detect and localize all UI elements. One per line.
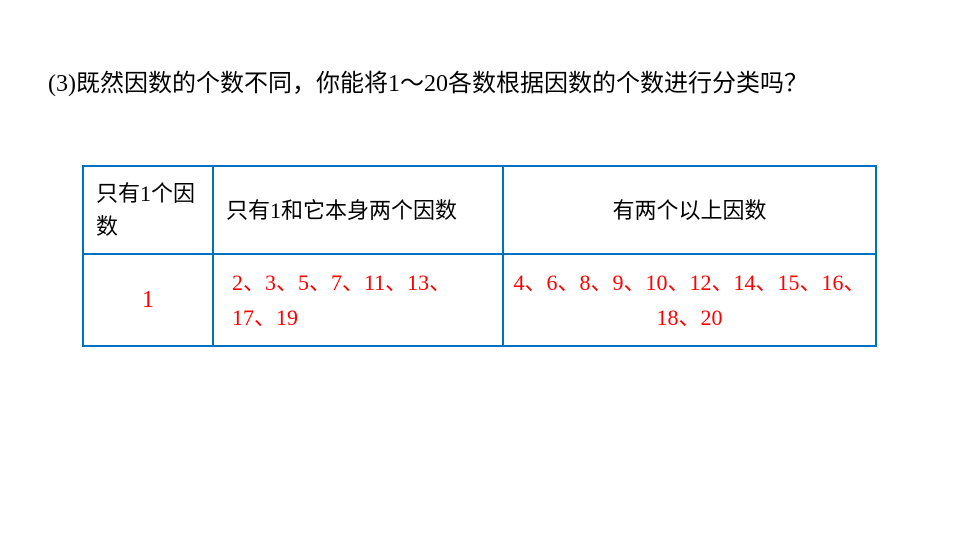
classification-table-wrap: 只有1个因数 只有1和它本身两个因数 有两个以上因数 1 2、3、5、7、11、…: [82, 165, 877, 347]
table-data-row: 1 2、3、5、7、11、13、17、19 4、6、8、9、10、12、14、1…: [83, 254, 876, 346]
cell-col1: 1: [83, 254, 213, 346]
header-col3: 有两个以上因数: [503, 166, 876, 254]
header-col2: 只有1和它本身两个因数: [213, 166, 503, 254]
header-col1: 只有1个因数: [83, 166, 213, 254]
classification-table: 只有1个因数 只有1和它本身两个因数 有两个以上因数 1 2、3、5、7、11、…: [82, 165, 877, 347]
cell-col3: 4、6、8、9、10、12、14、15、16、18、20: [503, 254, 876, 346]
question-text: (3)既然因数的个数不同，你能将1～20各数根据因数的个数进行分类吗？: [48, 62, 912, 108]
table-header-row: 只有1个因数 只有1和它本身两个因数 有两个以上因数: [83, 166, 876, 254]
cell-col2: 2、3、5、7、11、13、17、19: [213, 254, 503, 346]
